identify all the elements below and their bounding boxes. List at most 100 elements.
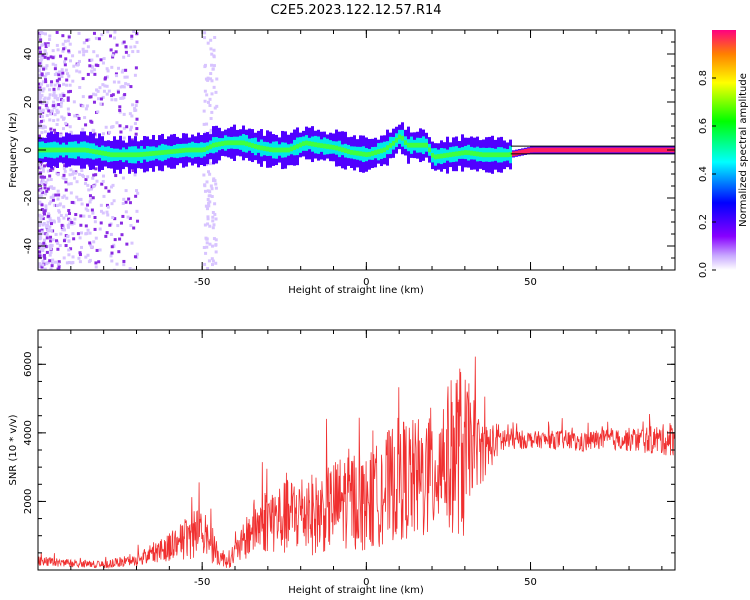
noise-cell [213,36,217,40]
ridge-cell [62,147,65,153]
noise-cell [110,98,114,102]
ridge-cell [347,149,350,154]
noise-cell [50,168,54,172]
noise-cell [118,237,122,241]
noise-cell [68,83,72,87]
noise-cell [93,72,97,76]
noise-cell [207,194,211,198]
ridge-cell [101,150,104,156]
ridge-cell [434,154,437,160]
noise-cell [83,182,87,186]
noise-cell [96,97,100,101]
ridge-cell [452,151,455,157]
y-tick-label: 6000 [23,352,34,377]
noise-cell [122,136,126,140]
noise-cell [127,197,131,201]
noise-cell [107,89,111,93]
ridge-cell [131,152,134,158]
noise-cell [82,53,86,57]
ridge-cell [326,144,329,149]
noise-cell [70,261,74,265]
ridge-cell [401,135,404,141]
noise-cell [110,251,114,255]
x-tick-label: 0 [363,577,369,588]
noise-cell [61,228,65,232]
ridge-cell [125,152,128,158]
noise-cell [45,236,49,240]
noise-cell [110,259,114,263]
noise-cell [128,216,132,220]
ridge-cell [479,152,482,157]
noise-cell [39,58,43,62]
ridge-cell [110,152,113,158]
snr-panel: -50 0 50 2000 4000 6000 Height of straight li… [8,329,676,596]
noise-cell [203,36,207,40]
noise-cell [93,216,97,220]
noise-cell [64,121,68,125]
noise-cell [76,62,80,66]
noise-cell [215,104,219,108]
ridge-cell [515,150,518,156]
noise-cell [212,54,216,58]
noise-cell [49,222,53,226]
noise-cell [90,208,94,212]
noise-cell [69,131,73,135]
noise-cell [49,267,53,270]
noise-cell [115,43,119,47]
noise-cell [57,103,61,107]
noise-cell [210,263,214,267]
noise-cell [57,218,61,222]
noise-cell [95,54,99,58]
ridge-cell [374,150,377,155]
noise-cell [205,122,209,126]
noise-cell [206,267,210,270]
noise-cell [62,93,66,97]
ridge-cell [389,143,392,148]
noise-cell [85,49,89,53]
noise-cell [78,260,82,264]
noise-cell [46,56,50,60]
noise-cell [38,252,42,256]
noise-cell [51,167,55,171]
noise-cell [93,227,97,231]
noise-cell [38,123,42,127]
noise-cell [53,96,57,100]
noise-cell [44,103,48,107]
ridge-cell [197,147,200,153]
ridge-cell [140,152,143,157]
colorbar: 0.0 0.2 0.4 0.6 0.8 Normalized spectral ampl… [698,30,749,278]
ridge-cell [578,147,581,153]
noise-cell [89,245,93,249]
noise-cell [114,72,118,76]
noise-cell [52,119,56,123]
noise-cell [73,171,77,175]
noise-cell [51,62,55,66]
noise-cell [62,228,66,232]
ridge-cell [344,148,347,154]
noise-cell [208,162,212,166]
ridge-cell [626,147,629,153]
noise-cell [69,168,73,172]
noise-cell [214,182,218,186]
noise-cell [59,214,63,218]
noise-cell [40,175,44,179]
noise-cell [78,172,82,176]
y-tick-label: 2000 [23,489,34,514]
noise-cell [135,127,139,131]
ridge-cell [449,152,452,158]
y-tick-label: 40 [23,48,34,61]
ridge-cell [473,151,476,156]
noise-cell [81,127,85,131]
noise-cell [79,231,83,235]
noise-cell [206,197,210,201]
ridge-cell [416,142,419,148]
noise-cell [48,37,52,41]
noise-cell [66,96,70,100]
y-tick-label: 20 [23,96,34,109]
noise-cell [45,72,49,76]
noise-cell [41,31,45,35]
ridge-cell [107,151,110,157]
noise-cell [101,83,105,87]
noise-cell [90,120,94,124]
x-tick-label: -50 [194,277,210,288]
